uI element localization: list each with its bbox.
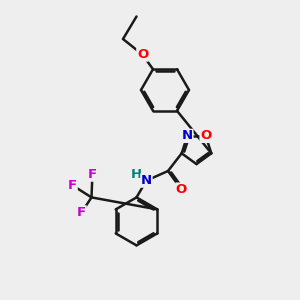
Text: O: O bbox=[137, 48, 148, 61]
Text: N: N bbox=[141, 174, 152, 187]
Text: O: O bbox=[200, 129, 211, 142]
Text: F: F bbox=[77, 206, 86, 219]
Text: O: O bbox=[176, 183, 187, 196]
Text: N: N bbox=[182, 129, 193, 142]
Text: F: F bbox=[88, 168, 97, 181]
Text: H: H bbox=[131, 167, 142, 181]
Text: F: F bbox=[68, 179, 77, 192]
